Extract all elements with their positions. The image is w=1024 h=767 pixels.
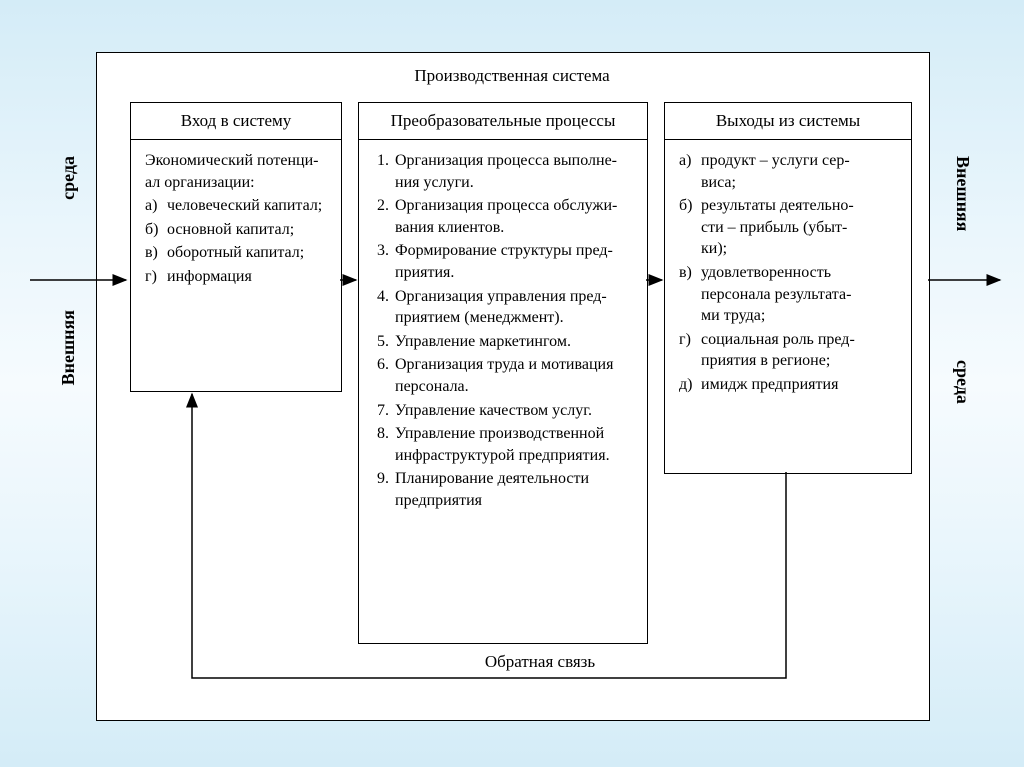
- list-item-key: б): [145, 219, 167, 241]
- list-item: д)имидж предприятия: [679, 374, 899, 396]
- output-body: а)продукт – услуги сер-виса;б)результаты…: [665, 140, 911, 408]
- process-list: Организация процесса выполне-ния услуги.…: [373, 150, 635, 512]
- input-lead: Экономический потенци-ал организации:: [145, 150, 329, 193]
- system-title: Производственная система: [0, 66, 1024, 86]
- list-item-key: а): [679, 150, 701, 193]
- list-item: Управление производственнойинфраструктур…: [393, 423, 635, 466]
- process-body: Организация процесса выполне-ния услуги.…: [359, 140, 647, 524]
- output-box: Выходы из системы а)продукт – услуги сер…: [664, 102, 912, 474]
- list-item-key: а): [145, 195, 167, 217]
- output-header: Выходы из системы: [665, 103, 911, 140]
- list-item-key: в): [145, 242, 167, 264]
- list-item: а)продукт – услуги сер-виса;: [679, 150, 899, 193]
- input-body: Экономический потенци-ал организации: а)…: [131, 140, 341, 300]
- left-env-label-top: среда: [58, 156, 79, 200]
- list-item-key: г): [679, 329, 701, 372]
- list-item-text: информация: [167, 266, 252, 288]
- list-item: Управление качеством услуг.: [393, 400, 635, 422]
- list-item-text: человеческий капитал;: [167, 195, 322, 217]
- list-item-text: удовлетворенностьперсонала результата-ми…: [701, 262, 851, 327]
- input-box: Вход в систему Экономический потенци-ал …: [130, 102, 342, 392]
- right-env-label-bottom: среда: [952, 360, 973, 404]
- list-item: Организация процесса обслужи-вания клиен…: [393, 195, 635, 238]
- list-item: а)человеческий капитал;: [145, 195, 329, 217]
- left-env-label-bottom: Внешняя: [58, 310, 79, 385]
- list-item: Управление маркетингом.: [393, 331, 635, 353]
- list-item: Организация управления пред-приятием (ме…: [393, 286, 635, 329]
- list-item: Организация процесса выполне-ния услуги.: [393, 150, 635, 193]
- list-item: б)результаты деятельно-сти – прибыль (уб…: [679, 195, 899, 260]
- list-item-key: д): [679, 374, 701, 396]
- list-item-text: социальная роль пред-приятия в регионе;: [701, 329, 855, 372]
- process-header: Преобразовательные процессы: [359, 103, 647, 140]
- input-list: а)человеческий капитал;б)основной капита…: [145, 195, 329, 287]
- input-header: Вход в систему: [131, 103, 341, 140]
- list-item: в)оборотный капитал;: [145, 242, 329, 264]
- list-item: Формирование структуры пред-приятия.: [393, 240, 635, 283]
- list-item-key: в): [679, 262, 701, 327]
- process-box: Преобразовательные процессы Организация …: [358, 102, 648, 644]
- list-item-text: результаты деятельно-сти – прибыль (убыт…: [701, 195, 854, 260]
- list-item: в)удовлетворенностьперсонала результата-…: [679, 262, 899, 327]
- list-item-text: основной капитал;: [167, 219, 294, 241]
- list-item: Планирование деятельностипредприятия: [393, 468, 635, 511]
- list-item-key: б): [679, 195, 701, 260]
- list-item-text: оборотный капитал;: [167, 242, 304, 264]
- list-item-text: продукт – услуги сер-виса;: [701, 150, 850, 193]
- diagram-canvas: Производственная система Вход в систему …: [0, 0, 1024, 767]
- list-item: Организация труда и мотивацияперсонала.: [393, 354, 635, 397]
- list-item: б)основной капитал;: [145, 219, 329, 241]
- list-item: г)социальная роль пред-приятия в регионе…: [679, 329, 899, 372]
- output-list: а)продукт – услуги сер-виса;б)результаты…: [679, 150, 899, 396]
- feedback-label: Обратная связь: [440, 652, 640, 672]
- list-item: г)информация: [145, 266, 329, 288]
- list-item-key: г): [145, 266, 167, 288]
- list-item-text: имидж предприятия: [701, 374, 838, 396]
- right-env-label-top: Внешняя: [952, 156, 973, 231]
